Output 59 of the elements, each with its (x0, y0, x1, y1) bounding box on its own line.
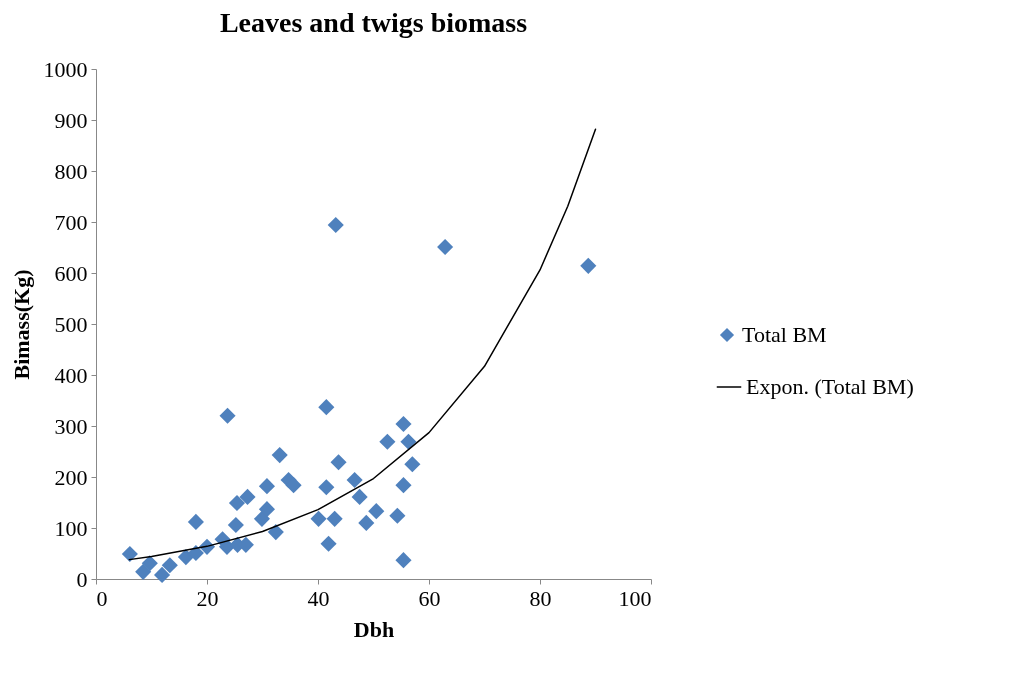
point (161, 557, 178, 574)
y-tick-label: 500 (54, 311, 88, 337)
point (310, 510, 327, 527)
point (400, 433, 417, 450)
y-tick-label: 600 (54, 260, 88, 286)
point (379, 433, 396, 450)
point (239, 488, 256, 505)
point (580, 257, 597, 274)
point (177, 549, 194, 566)
point (395, 552, 412, 569)
x-tick-label: 80 (529, 585, 552, 611)
y-tick-label: 100 (54, 515, 88, 541)
point (228, 494, 246, 512)
point (404, 456, 421, 473)
point (320, 535, 337, 552)
y-tick-label: 0 (76, 566, 88, 592)
y-tick-label: 1000 (43, 56, 88, 82)
x-tick-label: 40 (307, 585, 330, 611)
point (327, 217, 344, 234)
point (389, 507, 406, 524)
point (326, 510, 343, 527)
chart-title: Leaves and twigs biomass (219, 7, 528, 38)
y-tick-label: 200 (54, 464, 88, 490)
point (330, 454, 347, 471)
point (187, 544, 204, 562)
point (395, 415, 412, 433)
point (258, 478, 275, 495)
point (227, 516, 244, 533)
point (271, 447, 288, 464)
x-axis-title: Dbh (353, 616, 395, 642)
x-tick-label: 20 (196, 585, 219, 611)
y-tick-label: 300 (54, 413, 88, 439)
point (437, 238, 454, 256)
y-tick-label: 800 (54, 158, 88, 184)
y-tick-label: 700 (54, 209, 88, 235)
point (219, 407, 236, 424)
point (121, 545, 138, 563)
y-tick-label: 400 (54, 362, 88, 388)
point (267, 524, 284, 541)
x-tick-label: 60 (418, 585, 441, 611)
point (318, 399, 335, 416)
point (358, 514, 375, 531)
y-axis-title: Bimass(Kg) (8, 269, 34, 380)
x-tick-label: 0 (96, 585, 108, 611)
point (258, 501, 275, 518)
point (153, 566, 171, 583)
legend-label: Expon. (Total BM) (746, 374, 914, 399)
point (368, 503, 385, 520)
point (187, 513, 204, 530)
x-tick-label: 100 (618, 585, 652, 611)
point (141, 555, 158, 572)
point (285, 477, 302, 494)
point (135, 563, 152, 580)
point (351, 488, 368, 505)
point (318, 479, 335, 496)
point (346, 472, 363, 489)
point (395, 477, 412, 494)
y-tick-label: 900 (54, 107, 88, 133)
legend-label: Total BM (742, 322, 827, 347)
